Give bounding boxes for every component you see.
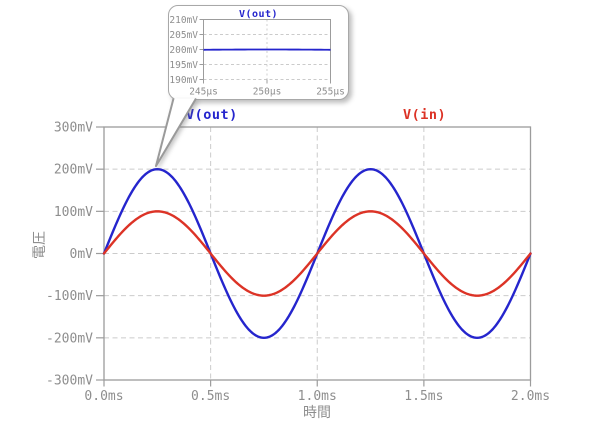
inset-x-tick-label: 250µs (253, 87, 282, 98)
y-axis-label: 電圧 (32, 231, 48, 259)
legend-vout: V(out) (186, 107, 238, 123)
series-V(in) (102, 210, 532, 297)
callout-title: V(out) (238, 9, 279, 20)
x-tick-label: 1.0ms (298, 389, 337, 404)
inset-y-tick-label: 205mV (169, 30, 198, 41)
y-tick-label: 100mV (54, 205, 93, 220)
y-tick-label: -200mV (46, 331, 93, 346)
x-axis-label: 時間 (303, 405, 331, 421)
y-tick-label: -100mV (46, 289, 93, 304)
zoom-callout-bubble: V(out) 210mV 205mV 200mV 195mV 190mV 245µs 250… (168, 5, 349, 100)
inset-x-tick-label: 255µs (316, 87, 345, 98)
y-tick-label: 0mV (70, 247, 94, 262)
y-tick-label: -300mV (46, 374, 93, 389)
x-tick-label: 0.0ms (84, 389, 123, 404)
x-tick-label: 0.5ms (191, 389, 230, 404)
y-tick-label: 200mV (54, 163, 93, 178)
y-tick-label: 300mV (54, 121, 93, 136)
inset-y-tick-label: 195mV (169, 60, 198, 71)
inset-x-tick-label: 245µs (189, 87, 218, 98)
legend-vin: V(in) (403, 107, 447, 123)
inset-y-tick-label: 210mV (169, 15, 198, 26)
inset-y-tick-label: 200mV (169, 45, 198, 56)
x-tick-label: 2.0ms (511, 389, 550, 404)
x-tick-label: 1.5ms (404, 389, 443, 404)
inset-y-tick-label: 190mV (169, 75, 198, 86)
